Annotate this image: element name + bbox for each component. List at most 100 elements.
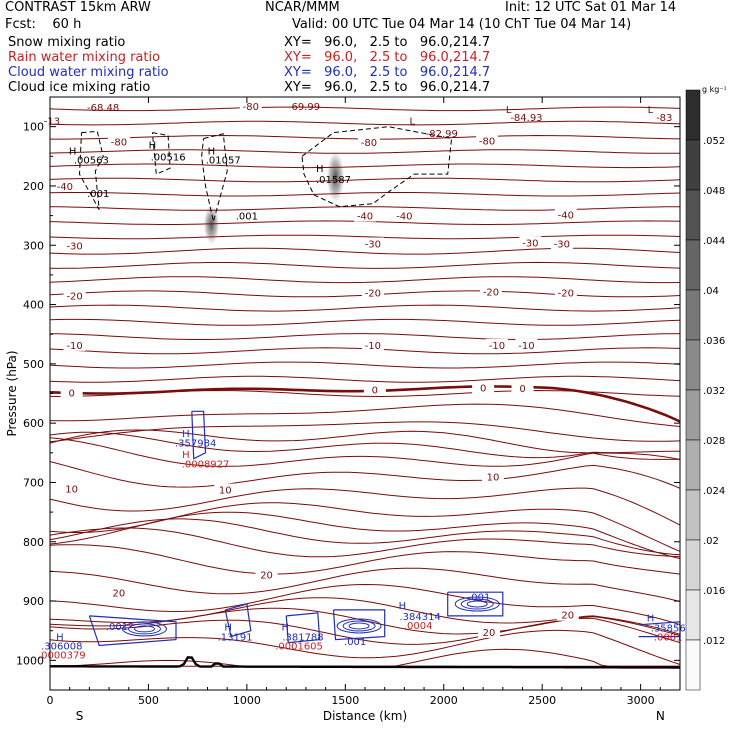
y-tick-label-7: 800 — [23, 536, 44, 549]
annotation-7: L — [506, 105, 512, 116]
contour-label-6-3: 20 — [483, 628, 496, 639]
contour-label-bg-0-3 — [554, 208, 577, 221]
cloud-water-core-1-2 — [348, 622, 370, 630]
temperature-contour-24 — [49, 431, 680, 459]
contour-label-bg-2-3 — [554, 286, 577, 299]
colorbar-swatch-5 — [685, 339, 701, 391]
temperature-contour-23 — [49, 429, 681, 460]
x-tick-label-4: 2000 — [430, 694, 458, 707]
y-tick-label-0: 100 — [23, 121, 44, 134]
colorbar-tick-8: .02 — [703, 536, 719, 547]
annotation-13: .00516 — [151, 152, 186, 163]
contour-label-bg-0-0 — [53, 179, 76, 192]
contour-label-bg-1-2 — [519, 236, 542, 249]
field-xy-cloud-water: XY= 96.0, 2.5 to 96.0,214.7 — [284, 65, 491, 80]
contour-label-bg-0-1 — [354, 209, 376, 222]
contour-label-bg-2-1 — [361, 286, 384, 299]
annotation-16: .001 — [236, 212, 258, 223]
contour-label-3-3: -10 — [518, 341, 534, 352]
field-label-cloud-ice: Cloud ice mixing ratio — [8, 80, 151, 95]
x-tick-label-2: 1000 — [233, 694, 261, 707]
contour-label-0-2: -40 — [396, 212, 412, 223]
annotation-12: H — [149, 140, 157, 151]
temperature-contour-27 — [49, 487, 681, 526]
temperature-contour-5 — [49, 177, 681, 183]
contour-label-bg-7-0 — [107, 135, 130, 148]
temperature-contour-1 — [49, 120, 681, 126]
cloud-ice-outline-3 — [301, 126, 453, 208]
contour-label-bg-1-3 — [550, 237, 573, 250]
temperature-contour-33 — [49, 567, 681, 602]
contour-label-2-1: -20 — [365, 289, 381, 300]
cloud-water-core-2-0 — [454, 596, 500, 612]
colorbar-swatch-2 — [685, 189, 701, 241]
contour-label-bg-2-0 — [63, 289, 86, 302]
contour-label-4-2: 0 — [480, 384, 486, 395]
x-axis-label: Distance (km) — [323, 709, 407, 723]
cloud-ice-outline-2 — [201, 133, 228, 222]
annotation-24: .306008 — [41, 642, 82, 653]
contour-label-5-1: 10 — [219, 486, 232, 497]
contour-label-bg-1-1 — [361, 237, 384, 250]
contour-label-1-1: -30 — [365, 239, 381, 250]
contour-label-bg-4-1 — [363, 383, 386, 396]
contour-label-6-1: 20 — [260, 570, 273, 581]
annotation-1: -69.99 — [288, 102, 320, 113]
snow-max-shading-1 — [203, 204, 220, 245]
contour-label-1-3: -30 — [554, 239, 570, 250]
contour-label-bg-2-2 — [480, 285, 502, 298]
contour-label-bg-3-1 — [361, 338, 384, 351]
contour-label-5-2: 10 — [487, 473, 500, 484]
snow-max-shading-0 — [326, 151, 345, 204]
model-title: CONTRAST 15km ARW — [5, 0, 151, 15]
contour-label-3-1: -10 — [365, 341, 381, 352]
annotation-34: .384314 — [399, 612, 440, 623]
annotation-33: H — [399, 601, 407, 612]
y-tick-label-6: 700 — [23, 476, 44, 489]
annotation-14: H — [208, 146, 216, 157]
cloud-water-core-1-0 — [336, 618, 382, 634]
field-label-rain: Rain water mixing ratio — [8, 50, 161, 65]
cloud-water-core-2-1 — [460, 598, 494, 610]
field-xy-snow: XY= 96.0, 2.5 to 96.0,214.7 — [284, 35, 491, 50]
temperature-contour-34 — [49, 583, 681, 626]
y-tick-label-4: 500 — [23, 358, 44, 371]
annotation-3: -84.93 — [510, 113, 542, 124]
temperature-contour-38 — [49, 629, 681, 665]
temperature-contour-0 — [49, 106, 681, 112]
cloud-water-outline-1 — [224, 603, 252, 638]
cloud-water-outline-5 — [191, 410, 207, 460]
contour-label-2-0: -20 — [66, 292, 82, 303]
colorbar-tick-9: .016 — [703, 586, 725, 597]
contour-label-bg-7-2 — [357, 136, 380, 149]
contour-label-2-2: -20 — [483, 288, 499, 299]
endpoint-right: N — [656, 709, 665, 723]
annotation-25: .0000379 — [38, 650, 86, 661]
contour-label-bg-6-2 — [556, 608, 579, 621]
temperature-contour-4 — [49, 163, 681, 169]
contour-label-3-0: -10 — [66, 341, 82, 352]
annotation-17: H — [316, 164, 324, 175]
colorbar-swatch-10 — [685, 589, 701, 641]
contour-label-7-1: -80 — [243, 102, 259, 113]
annotation-23: H — [56, 633, 64, 644]
annotation-27: H — [224, 623, 232, 634]
colorbar-tick-10: .012 — [703, 636, 725, 647]
annotation-22: .0008927 — [182, 459, 230, 470]
temperature-contour-12 — [49, 276, 681, 284]
annotation-36: .001 — [468, 592, 490, 603]
colorbar-swatch-9 — [685, 539, 701, 591]
contour-label-bg-6-3 — [478, 625, 501, 638]
annotation-21: H — [182, 450, 190, 461]
contour-label-bg-7-3 — [476, 134, 499, 147]
field-label-snow: Snow mixing ratio — [8, 35, 126, 50]
annotation-28: .13191 — [218, 633, 253, 644]
annotation-5: -13 — [44, 117, 60, 128]
snow-shading-layer — [203, 151, 345, 245]
cloud-water-core-0-2 — [134, 625, 155, 633]
cloud-water-core-0-0 — [122, 621, 167, 637]
colorbar-tick-7: .024 — [703, 486, 725, 497]
temperature-contour-29 — [49, 511, 681, 560]
colorbar-swatch-7 — [685, 439, 701, 491]
temperature-contour-21 — [49, 403, 681, 427]
